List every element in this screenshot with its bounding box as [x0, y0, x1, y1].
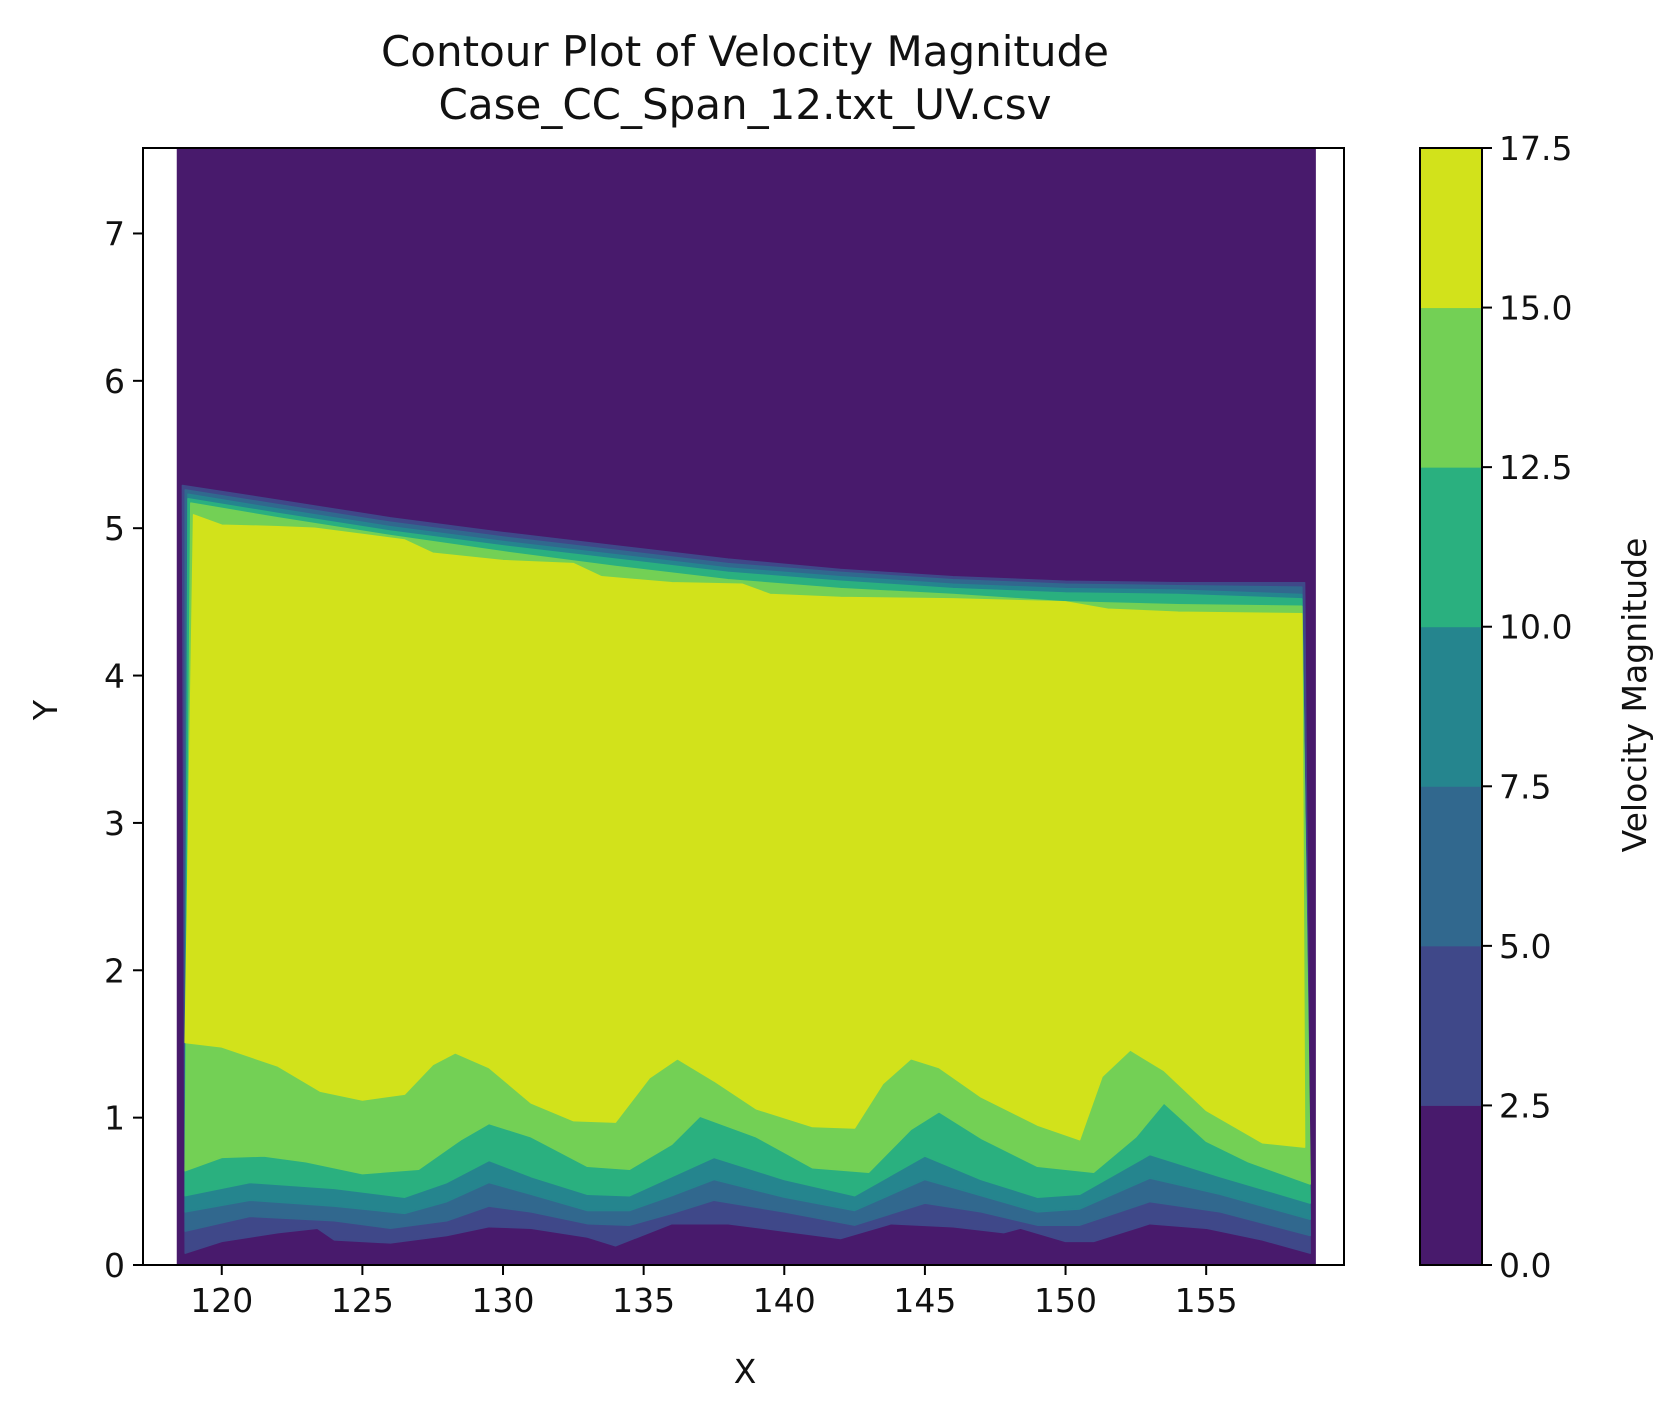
colorbar-label: Velocity Magnitude	[1615, 538, 1654, 853]
y-axis: 0 1 2 3 4 5 6 7	[104, 214, 143, 1285]
colorbar-segment	[1420, 626, 1482, 787]
colorbar-segment	[1420, 945, 1482, 1106]
colorbar-segment	[1420, 307, 1482, 468]
x-axis-label: X	[734, 1352, 757, 1391]
x-tick-label: 150	[1034, 1281, 1097, 1320]
x-tick-label: 145	[893, 1281, 956, 1320]
colorbar-segment	[1420, 467, 1482, 628]
plot-frame	[142, 147, 1345, 1266]
contour-band-15	[184, 514, 1306, 1148]
y-tick-label: 5	[104, 509, 125, 548]
colorbar-tick-label: 5.0	[1499, 927, 1551, 966]
colorbar-segment	[1420, 1105, 1482, 1266]
colorbar-tick-label: 17.5	[1499, 129, 1572, 168]
chart-subtitle: Case_CC_Span_12.txt_UV.csv	[439, 80, 1052, 129]
colorbar: 0.0 2.5 5.0 7.5 10.0 12.5 15.0 17.5	[1419, 129, 1572, 1285]
y-tick-label: 7	[104, 214, 125, 253]
x-tick-label: 125	[331, 1281, 394, 1320]
y-tick-label: 3	[104, 804, 125, 843]
colorbar-frame	[1419, 147, 1483, 1266]
colorbar-tick-label: 0.0	[1499, 1246, 1551, 1285]
chart-title: Contour Plot of Velocity Magnitude	[381, 27, 1109, 76]
colorbar-tick-label: 7.5	[1499, 767, 1551, 806]
x-tick-label: 130	[472, 1281, 535, 1320]
colorbar-tick-label: 15.0	[1499, 289, 1572, 328]
y-tick-label: 0	[104, 1246, 125, 1285]
x-axis: 120 125 130 135 140 145 150 155	[190, 1265, 1238, 1320]
y-tick-label: 6	[104, 362, 125, 401]
colorbar-tick-label: 2.5	[1499, 1086, 1551, 1125]
colorbar-tick-label: 10.0	[1499, 608, 1572, 647]
x-tick-label: 135	[612, 1281, 675, 1320]
x-tick-label: 140	[753, 1281, 816, 1320]
colorbar-tick-label: 12.5	[1499, 448, 1572, 487]
colorbar-segment	[1420, 786, 1482, 947]
plot-area	[142, 147, 1345, 1266]
y-tick-label: 4	[104, 657, 125, 696]
y-tick-label: 1	[104, 1099, 125, 1138]
x-tick-label: 120	[190, 1281, 253, 1320]
y-tick-label: 2	[104, 951, 125, 990]
x-tick-label: 155	[1175, 1281, 1238, 1320]
y-axis-label: Y	[26, 699, 65, 721]
colorbar-segment	[1420, 148, 1482, 309]
